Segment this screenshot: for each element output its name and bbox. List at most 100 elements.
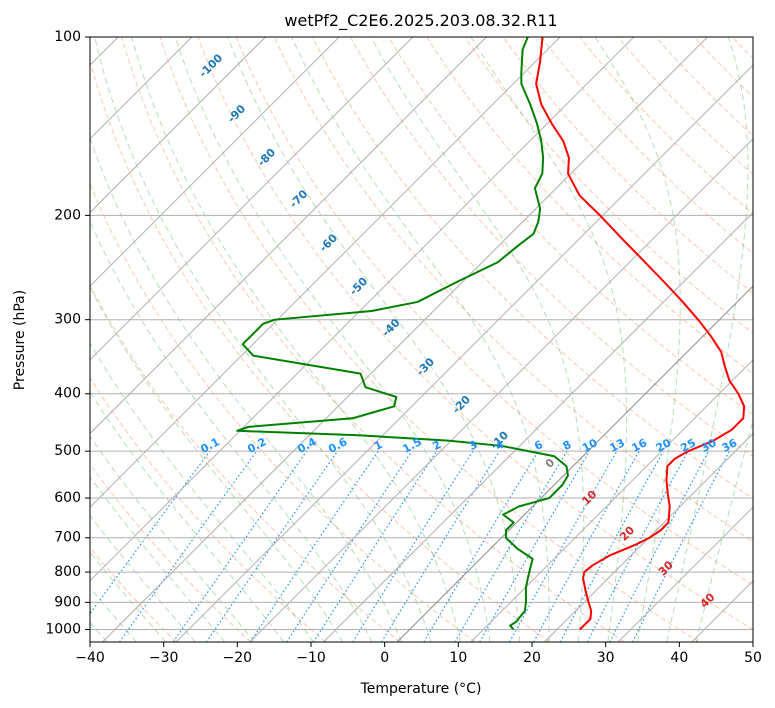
mixing-ratio-lines [90,450,730,642]
moist-adiabat [90,391,285,642]
profile-series [236,37,746,631]
x-axis: −40 −30 −20 −10 0 10 20 30 40 50 [75,642,762,666]
moist-adiabat [90,220,373,642]
dry-adiabat [388,37,753,416]
y-tick-label: 500 [54,443,81,459]
x-tick-label: −20 [223,650,253,666]
mixing-ratio-label: 25 [678,436,698,455]
moist-adiabat [94,37,432,642]
y-tick-label: 800 [54,564,81,580]
mixing-ratio-label: 30 [699,436,719,455]
mixing-ratio-line [352,450,474,642]
dry-adiabat [502,37,753,294]
dry-adiabat [235,37,753,586]
y-axis: 100 200 300 400 500 600 700 800 900 1000 [45,29,90,638]
isotherm-line [470,359,753,642]
moist-adiabat [470,37,628,642]
x-tick-label: −40 [75,650,105,666]
mixing-ratio-label: 16 [630,436,650,455]
mixing-ratio-line [205,450,339,642]
mixing-ratio-line [119,450,258,642]
isotherm-line [90,37,487,435]
moist-adiabat [370,37,585,642]
mixing-ratio-line [454,450,568,642]
chart-title: wetPf2_C2E6.2025.203.08.32.R11 [284,11,557,31]
moist-adiabat [227,37,520,642]
y-tick-label: 900 [54,594,81,610]
x-tick-label: 40 [670,650,688,666]
dry-adiabats [90,37,753,642]
dry-adiabat [159,37,700,642]
isotherm-grid [90,37,753,642]
dry-adiabat [578,37,753,215]
mixing-ratio-line [559,450,664,642]
mixing-ratio-line [509,450,618,642]
y-axis-label: Pressure (hPa) [12,290,28,390]
x-tick-label: 20 [523,650,541,666]
dry-adiabat [426,37,753,375]
dry-adiabat [121,37,625,642]
moist-adiabat [90,551,167,642]
isotherm-line [249,138,753,642]
x-tick-label: 50 [744,650,762,666]
moist-adiabat [90,286,344,642]
isotherm-line [90,37,635,582]
y-tick-label: 600 [54,490,81,506]
mixing-ratio-line [313,450,438,642]
moist-adiabat [90,136,403,642]
moist-adiabat [90,435,255,642]
plot-area [90,37,753,642]
mixing-ratio-line [381,450,501,642]
mixing-ratio-line [533,450,640,642]
isotherm-line [323,211,753,642]
moist-adiabat [131,37,461,642]
isotherm-line [544,432,753,642]
x-tick-label: 10 [449,650,467,666]
isotherm-line [102,37,708,642]
isotherm-line [617,506,753,642]
mixing-ratio-label: 36 [720,436,740,455]
mixing-ratio-label: 13 [607,436,627,455]
dry-adiabat [311,37,753,500]
dewpoint-profile [236,37,569,631]
isotherm-line [175,64,753,642]
y-tick-label: 700 [54,530,81,546]
mixing-ratio-line [479,450,591,642]
moist-adiabat [291,37,550,642]
dry-adiabat [273,37,753,543]
y-tick-label: 1000 [45,622,81,638]
y-tick-label: 400 [54,386,81,402]
mixing-ratio-label: 20 [654,436,674,455]
y-tick-label: 200 [54,207,81,223]
temperature-profile [535,37,746,631]
y-tick-label: 300 [54,312,81,328]
y-tick-label: 100 [54,29,81,45]
dry-adiabat [90,284,401,642]
mixing-ratio-line [172,450,308,642]
x-tick-label: −30 [149,650,179,666]
x-axis-label: Temperature (°C) [360,681,482,697]
moist-adiabat [90,476,226,642]
x-tick-label: −10 [296,650,326,666]
plot-frame [89,36,754,643]
x-tick-label: 30 [597,650,615,666]
isotherm-line [90,37,193,140]
dry-adiabat [90,60,551,642]
mixing-ratio-line [423,450,539,642]
moist-adiabat [174,37,491,642]
dry-adiabat [90,463,252,642]
dry-adiabat [197,37,753,631]
moist-adiabat [666,37,749,642]
isotherm-line [90,37,266,214]
isotherm-line [396,285,753,642]
dry-adiabat [90,182,476,642]
moist-adiabat [695,418,753,642]
moist-adiabat [90,342,314,642]
isobar-grid [90,37,753,630]
isotherm-line [90,37,561,508]
mixing-ratio-label: 10 [580,436,600,455]
dry-adiabat [350,37,753,458]
dry-adiabat [655,37,753,137]
